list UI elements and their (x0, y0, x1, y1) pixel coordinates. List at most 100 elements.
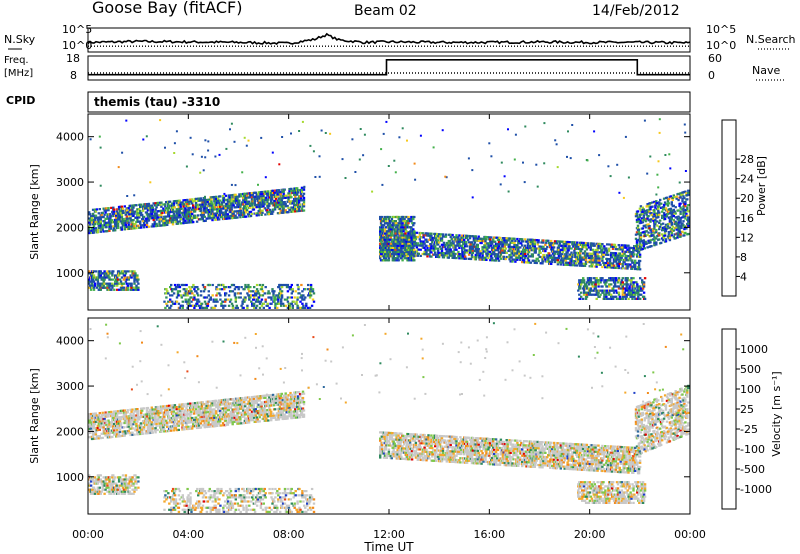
data-cell (531, 253, 534, 256)
data-cell (301, 290, 304, 293)
data-cell (88, 217, 91, 220)
data-cell (90, 219, 94, 222)
data-cell (607, 253, 610, 256)
data-cell (101, 228, 104, 231)
data-cell (176, 208, 179, 211)
data-cell (199, 214, 203, 217)
data-cell (617, 293, 621, 296)
data-cell (461, 244, 464, 248)
data-cell (535, 239, 538, 242)
data-cell (163, 300, 166, 303)
data-cell (221, 213, 225, 216)
data-cell (654, 223, 657, 226)
data-cell (474, 254, 477, 257)
data-cell (643, 247, 646, 250)
data-cell (191, 217, 194, 220)
data-cell (128, 209, 131, 212)
data-cell (247, 286, 250, 289)
data-cell (404, 232, 407, 235)
data-cell (201, 203, 204, 206)
data-cell (307, 283, 310, 287)
data-cell (456, 244, 459, 247)
data-cell (140, 203, 143, 206)
data-cell (633, 285, 636, 288)
data-cell (88, 272, 91, 275)
data-cell (637, 261, 641, 265)
data-cell (273, 290, 276, 293)
data-cell (399, 250, 402, 254)
data-cell (474, 237, 477, 240)
data-cell (224, 198, 228, 202)
data-cell (440, 237, 444, 240)
data-cell (384, 217, 388, 221)
data-cell (301, 194, 305, 198)
data-cell (173, 218, 177, 221)
data-cell (513, 250, 516, 253)
data-cell (593, 244, 596, 247)
data-cell (521, 261, 524, 264)
data-cell (223, 286, 226, 289)
data-cell (385, 232, 389, 235)
data-cell (658, 213, 661, 216)
data-cell (593, 281, 596, 284)
data-cell (188, 298, 191, 301)
data-cell (677, 209, 680, 212)
data-cell (443, 245, 447, 249)
data-cell (634, 237, 638, 240)
data-cell (628, 285, 631, 288)
data-cell (595, 277, 598, 280)
data-cell (416, 242, 419, 245)
data-cell (127, 282, 130, 285)
data-cell (418, 238, 421, 241)
data-cell (600, 279, 603, 282)
data-cell (390, 217, 394, 221)
data-cell (88, 270, 91, 273)
data-cell (178, 212, 181, 215)
data-cell (637, 295, 640, 298)
data-cell (247, 200, 251, 203)
data-cell (507, 239, 510, 242)
data-cell (145, 223, 149, 226)
data-cell (612, 297, 615, 300)
data-cell (133, 276, 136, 279)
data-cell (153, 212, 156, 215)
station-title: Goose Bay (fitACF) (92, 0, 242, 17)
data-cell (677, 192, 680, 195)
data-cell (379, 242, 382, 245)
data-cell (465, 257, 468, 260)
data-cell (220, 205, 224, 208)
data-cell (250, 204, 254, 207)
data-cell (227, 294, 231, 297)
data-cell (394, 248, 397, 252)
data-cell (160, 214, 163, 217)
data-cell (491, 259, 494, 262)
data-cell (290, 283, 293, 287)
data-cell (281, 195, 284, 198)
data-cell (487, 242, 490, 245)
data-cell (386, 248, 390, 252)
data-cell (97, 224, 100, 227)
data-cell (275, 298, 278, 301)
data-cell (497, 245, 501, 248)
data-cell (510, 256, 513, 259)
data-cell (650, 245, 653, 248)
data-cell (385, 230, 389, 233)
data-cell (208, 215, 211, 218)
data-cell (250, 196, 254, 199)
data-cell (621, 265, 624, 268)
data-cell (386, 215, 390, 219)
data-cell (625, 254, 628, 258)
data-cell (464, 249, 467, 252)
data-cell (635, 212, 639, 215)
data-cell (117, 288, 121, 291)
data-cell (228, 286, 232, 289)
data-cell (659, 198, 662, 201)
data-cell (623, 252, 626, 255)
data-cell (89, 284, 93, 287)
data-cell (389, 242, 393, 245)
data-cell (202, 290, 206, 293)
data-cell (184, 207, 187, 210)
data-cell (660, 223, 663, 226)
data-cell (476, 254, 479, 257)
data-cell (662, 205, 666, 208)
